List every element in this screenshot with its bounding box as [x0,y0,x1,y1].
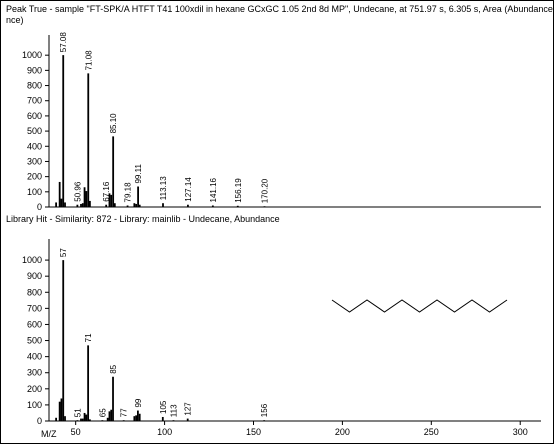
bottom-y-tick-label: 1000 [22,255,42,265]
bottom-y-tick-label: 100 [27,400,42,410]
bottom-x-tick-label: 150 [246,427,261,437]
bottom-x-tick-label: 250 [424,427,439,437]
top-chart-title: Peak True - sample "FT-SPK/A HTFT T41 10… [6,4,554,14]
bottom-peak-label: 127 [184,402,193,416]
top-peak-label: 50.96 [73,181,82,202]
top-y-tick-label: 0 [37,202,42,212]
top-y-tick-label: 500 [27,126,42,136]
bottom-x-tick-label: 100 [157,427,172,437]
bottom-peak-label: 99 [134,398,143,407]
top-peak-label: 71.08 [84,50,93,71]
bottom-x-tick-label: 300 [513,427,528,437]
bottom-y-tick-label: 700 [27,303,42,313]
top-y-tick-label: 800 [27,81,42,91]
bottom-y-tick-label: 200 [27,384,42,394]
bottom-x-tick-label: 200 [335,427,350,437]
bottom-peak-label: 57 [59,248,68,257]
top-peak-label: 67.16 [102,181,111,202]
bottom-y-tick-label: 800 [27,287,42,297]
bottom-y-tick-label: 600 [27,319,42,329]
bottom-peak-label: 113 [169,404,178,417]
bottom-peak-label: 71 [84,333,93,342]
top-peak-label: 156.19 [234,178,243,203]
bottom-peak-label: 85 [109,364,118,373]
bottom-y-tick-label: 900 [27,271,42,281]
bottom-y-tick-label: 300 [27,368,42,378]
bottom-peak-label: 65 [98,408,107,417]
bottom-chart: 0 100 200 300 400 500 600 700 800 900 1000 50 100 150… [22,239,541,437]
bottom-peak-label: 51 [73,408,82,417]
top-peak-label: 127.14 [184,177,193,202]
x-axis-label: M/Z [41,429,57,439]
top-peak-label: 79.18 [124,182,133,203]
bottom-peak-label: 105 [159,400,168,414]
top-y-tick-label: 900 [27,65,42,75]
bottom-peak-label: 156 [260,403,269,417]
top-y-tick-label: 300 [27,156,42,166]
top-y-tick-label: 100 [27,187,42,197]
top-y-tick-label: 600 [27,111,42,121]
top-peak-label: 113.13 [159,176,168,200]
bottom-y-tick-label: 400 [27,352,42,362]
top-chart: 0 100 200 300 400 500 600 700 800 900 1000 57.08 50.… [22,32,541,212]
undecane-structure-icon [331,299,508,313]
undecane-skeletal-line [331,299,508,313]
top-peak-label: 85.10 [109,113,118,134]
top-y-tick-label: 1000 [22,50,42,60]
top-y-tick-label: 400 [27,141,42,151]
bottom-chart-title: Library Hit - Similarity: 872 - Library:… [6,214,280,224]
top-peak-label: 57.08 [59,32,68,53]
bottom-x-tick-label: 50 [71,427,81,437]
top-y-tick-label: 200 [27,172,42,182]
bottom-y-tick-label: 0 [37,416,42,426]
bottom-peak-label: 77 [120,408,129,417]
top-chart-title-wrap: nce) [6,15,24,25]
top-y-tick-label: 700 [27,96,42,106]
bottom-y-tick-label: 500 [27,336,42,346]
top-peak-label: 170.20 [260,178,269,203]
top-peak-label: 99.11 [134,164,143,184]
top-peak-label: 141.16 [209,177,218,202]
